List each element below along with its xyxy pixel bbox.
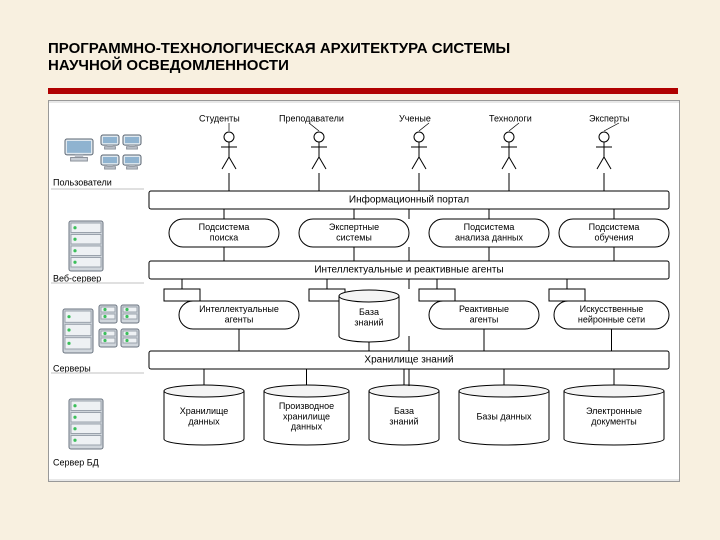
svg-text:Эксперты: Эксперты — [589, 113, 629, 123]
srv-web — [69, 221, 103, 271]
svg-text:системы: системы — [336, 233, 372, 243]
mon-1 — [65, 139, 93, 161]
svg-text:База: База — [394, 406, 414, 416]
svg-text:знаний: знаний — [354, 318, 383, 328]
srv-1 — [63, 309, 93, 353]
actor-teachers — [309, 123, 327, 191]
svg-text:Информационный портал: Информационный портал — [349, 194, 469, 206]
actor-experts — [596, 123, 619, 191]
mon-3 — [123, 135, 141, 149]
svg-text:агенты: агенты — [225, 315, 254, 325]
svg-text:Подсистема: Подсистема — [199, 222, 250, 232]
svg-text:Серверы: Серверы — [53, 363, 91, 373]
svg-text:Хранилище знаний: Хранилище знаний — [364, 355, 453, 366]
svg-text:анализа данных: анализа данных — [455, 233, 524, 243]
actor-tech — [501, 123, 519, 191]
svg-text:Подсистема: Подсистема — [589, 222, 640, 232]
title-underline — [48, 88, 678, 94]
port-3 — [419, 289, 455, 301]
svg-text:Интеллектуальные: Интеллектуальные — [199, 304, 279, 314]
svg-text:Пользователи: Пользователи — [53, 177, 112, 187]
srv-4 — [99, 329, 117, 347]
diagram-svg: Пользователи Веб-сервер Серверы Сервер БД Ст… — [49, 101, 679, 481]
srv-2 — [99, 305, 117, 323]
svg-text:хранилище: хранилище — [283, 411, 330, 421]
svg-text:Технологи: Технологи — [489, 113, 532, 123]
architecture-diagram: Пользователи Веб-сервер Серверы Сервер БД Ст… — [48, 100, 680, 482]
svg-text:поиска: поиска — [210, 233, 239, 243]
mon-5 — [123, 155, 141, 169]
svg-text:данных: данных — [291, 422, 323, 432]
svg-text:Сервер БД: Сервер БД — [53, 457, 99, 467]
svg-text:Реактивные: Реактивные — [459, 304, 509, 314]
svg-text:Хранилище: Хранилище — [180, 406, 229, 416]
port-4 — [549, 289, 585, 301]
svg-text:Интеллектуальные и реактивные: Интеллектуальные и реактивные агенты — [314, 265, 503, 276]
svg-text:Подсистема: Подсистема — [464, 222, 515, 232]
svg-text:обучения: обучения — [594, 233, 633, 243]
svg-text:Ученые: Ученые — [399, 113, 431, 123]
port-1 — [164, 289, 200, 301]
svg-text:данных: данных — [188, 417, 220, 427]
srv-db — [69, 399, 103, 449]
srv-3 — [121, 305, 139, 323]
page-title: ПРОГРАММНО-ТЕХНОЛОГИЧЕСКАЯ АРХИТЕКТУРА С… — [48, 40, 510, 74]
srv-5 — [121, 329, 139, 347]
svg-text:агенты: агенты — [470, 315, 499, 325]
svg-text:Веб-сервер: Веб-сервер — [53, 273, 101, 283]
actor-students — [221, 123, 237, 191]
svg-text:Производное: Производное — [279, 401, 334, 411]
svg-text:Искусственные: Искусственные — [580, 304, 644, 314]
svg-text:Экспертные: Экспертные — [329, 222, 379, 232]
svg-text:Базы данных: Базы данных — [476, 411, 532, 421]
mon-4 — [101, 155, 119, 169]
svg-text:Электронные: Электронные — [586, 406, 642, 416]
svg-text:Студенты: Студенты — [199, 113, 240, 123]
svg-text:документы: документы — [591, 417, 636, 427]
actor-scientists — [411, 123, 429, 191]
svg-text:Преподаватели: Преподаватели — [279, 113, 344, 123]
svg-text:знаний: знаний — [389, 417, 418, 427]
svg-text:База: База — [359, 307, 379, 317]
svg-text:нейронные сети: нейронные сети — [578, 315, 645, 325]
mon-2 — [101, 135, 119, 149]
